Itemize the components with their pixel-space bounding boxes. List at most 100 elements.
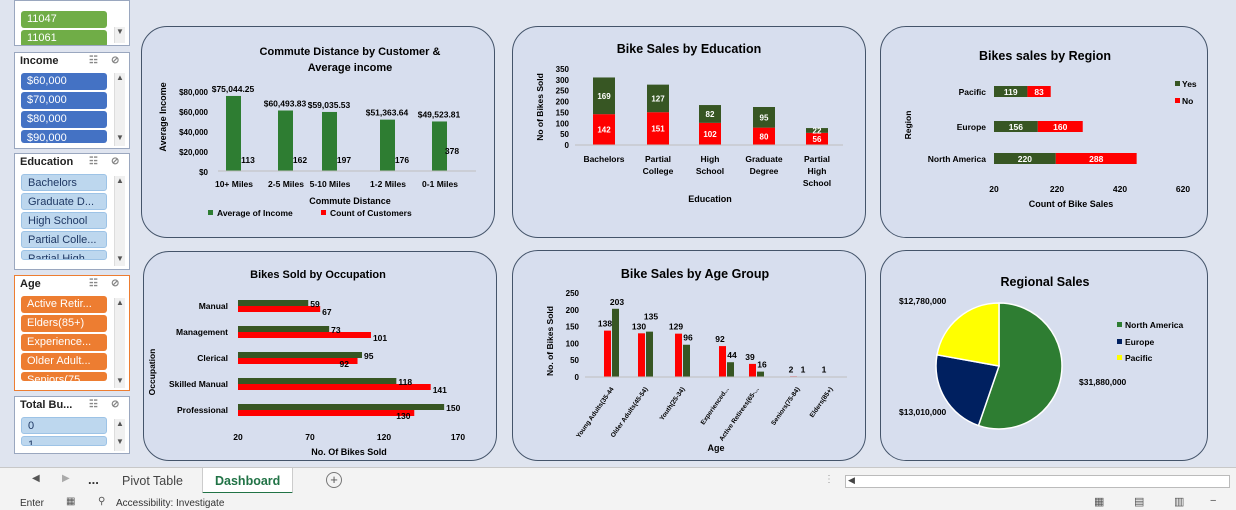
chart-title: Average income [308,62,393,74]
slicer-item[interactable]: 1 [21,436,107,446]
chart-title: Bikes Sold by Occupation [250,269,386,281]
page-break-icon[interactable]: ▥ [1174,496,1185,508]
horizontal-scrollbar[interactable] [845,475,1230,488]
bar-series-2 [238,358,358,364]
x-axis-label: Count of Bike Sales [1029,199,1114,209]
data-label-count: 197 [337,155,351,165]
multi-select-icon[interactable]: ☷ [89,55,98,66]
y-tick-label: Manual [199,301,228,311]
tab-dashboard[interactable]: Dashboard [202,468,294,494]
scroll-left-icon[interactable]: ◀ [32,473,40,484]
y-tick-label: 250 [566,289,580,298]
slicer-scrollbar[interactable]: ▲ ▼ [114,419,125,451]
bar-series-1 [604,330,611,377]
slicer-item[interactable]: 11047 [21,11,107,28]
bar-series-1 [238,378,397,384]
x-tick-label: School [803,178,831,188]
bar-series-2 [683,344,690,377]
slicer-item[interactable]: $80,000 [21,111,107,128]
slicer-item[interactable]: Graduate D... [21,193,107,210]
data-label: 130 [396,411,410,421]
x-tick-label: College [643,166,674,176]
slicer-scrollbar[interactable]: ▲ ▼ [114,73,125,146]
occupation-chart: Bikes Sold by Occupation Occupation Manu… [147,269,465,457]
data-label-no: 83 [1034,87,1044,97]
chart-panel-education[interactable]: Bike Sales by Education No of Bikes Sold… [512,26,866,238]
multi-select-icon[interactable]: ☷ [89,278,98,289]
tab-pivot-table[interactable]: Pivot Table [122,474,183,488]
macro-record-icon[interactable]: ▦ [66,496,76,507]
x-tick-label: Experienced... [700,386,731,426]
legend-swatch [208,210,213,215]
x-tick-label: Degree [750,166,779,176]
slicer-scrollbar[interactable]: ▼ [114,27,125,43]
legend-label: Europe [1125,337,1155,347]
clear-filter-icon[interactable]: ⊘ [111,55,120,66]
slicer-scrollbar[interactable]: ▲ ▼ [114,298,125,388]
slicer-item[interactable]: Partial High... [21,250,107,260]
legend-swatch [1117,339,1122,344]
data-label: $51,363.64 [366,108,409,118]
normal-view-icon[interactable]: ▦ [1094,496,1105,508]
pie-slice [935,353,1000,427]
y-tick-label: Clerical [197,353,228,363]
data-label: $31,880,000 [1079,377,1127,387]
data-label: 1 [822,365,827,375]
x-tick-label: Youth(25-34) [659,386,687,422]
accessibility-icon[interactable]: ⚲ [98,496,106,507]
slicer-scrollbar[interactable]: ▲ ▼ [114,176,125,266]
multi-select-icon[interactable]: ☷ [89,399,98,410]
more-sheets-button[interactable]: ... [88,472,99,487]
slicer-item[interactable]: $60,000 [21,73,107,90]
scrollbar-left-arrow-icon[interactable]: ◀ [848,475,855,485]
slicer-item[interactable]: $90,000 [21,130,107,143]
add-sheet-icon[interactable]: + [326,472,342,488]
y-tick-label: $0 [199,168,208,177]
clear-filter-icon[interactable]: ⊘ [111,399,120,410]
slicer-total: Total Bu... ☷ ⊘ 0 1 ▲ ▼ [14,396,130,454]
slicer-item[interactable]: 11061 [21,30,107,45]
clear-filter-icon[interactable]: ⊘ [111,156,120,167]
slicer-item[interactable]: Elders(85+) [21,315,107,332]
clear-filter-icon[interactable]: ⊘ [111,278,120,289]
slicer-item[interactable]: Partial Colle... [21,231,107,248]
y-axis-label: Region [903,111,913,140]
bar-no [1037,121,1083,132]
slicer-item[interactable]: $70,000 [21,92,107,109]
page-layout-icon[interactable]: ▤ [1134,496,1145,508]
chart-panel-region[interactable]: Bikes sales by Region Region Pacific 119 8… [880,26,1208,238]
slicer-item[interactable]: Older Adult... [21,353,107,370]
chart-panel-commute[interactable]: Commute Distance by Customer & Average i… [141,26,495,238]
y-tick-label: 100 [566,339,580,348]
data-label: 135 [644,312,658,322]
data-label: 2 [789,364,794,374]
zoom-out-icon[interactable]: − [1210,495,1217,507]
x-axis-label: No. Of Bikes Sold [311,447,387,457]
bar-series-1 [719,346,726,377]
chart-panel-regional-sales[interactable]: Regional Sales $31,880,000 $13,010,000 $12… [880,250,1208,461]
slicer-item[interactable]: Experience... [21,334,107,351]
slicer-item[interactable]: Seniors(75... [21,372,107,381]
slicer-item[interactable]: High School [21,212,107,229]
accessibility-status[interactable]: Accessibility: Investigate [116,498,225,509]
slicer-age: Age ☷ ⊘ Active Retir... Elders(85+) Expe… [14,275,130,391]
multi-select-icon[interactable]: ☷ [89,156,98,167]
slicer-item[interactable]: Active Retir... [21,296,107,313]
x-axis-label: Commute Distance [309,196,391,206]
data-label-yes: 22 [813,126,822,135]
data-label-no: 56 [813,135,822,144]
bar-average-income [432,121,447,171]
scroll-right-icon[interactable]: ▶ [62,473,70,484]
slicer-item[interactable]: 0 [21,417,107,434]
slicer-item[interactable]: Bachelors [21,174,107,191]
data-label-count: 176 [395,155,409,165]
chart-title: Commute Distance by Customer & [260,46,441,58]
data-label: 95 [364,351,374,361]
bar-average-income [322,111,337,171]
split-handle-icon[interactable]: ⋮ [824,474,834,485]
legend-label: Yes [1182,79,1197,89]
chart-panel-age[interactable]: Bike Sales by Age Group No. of Bikes Sol… [512,250,866,461]
chart-panel-occupation[interactable]: Bikes Sold by Occupation Occupation Manu… [143,251,497,461]
y-axis-label: No of Bikes Sold [535,73,545,141]
data-label: $75,044.25 [212,84,255,94]
